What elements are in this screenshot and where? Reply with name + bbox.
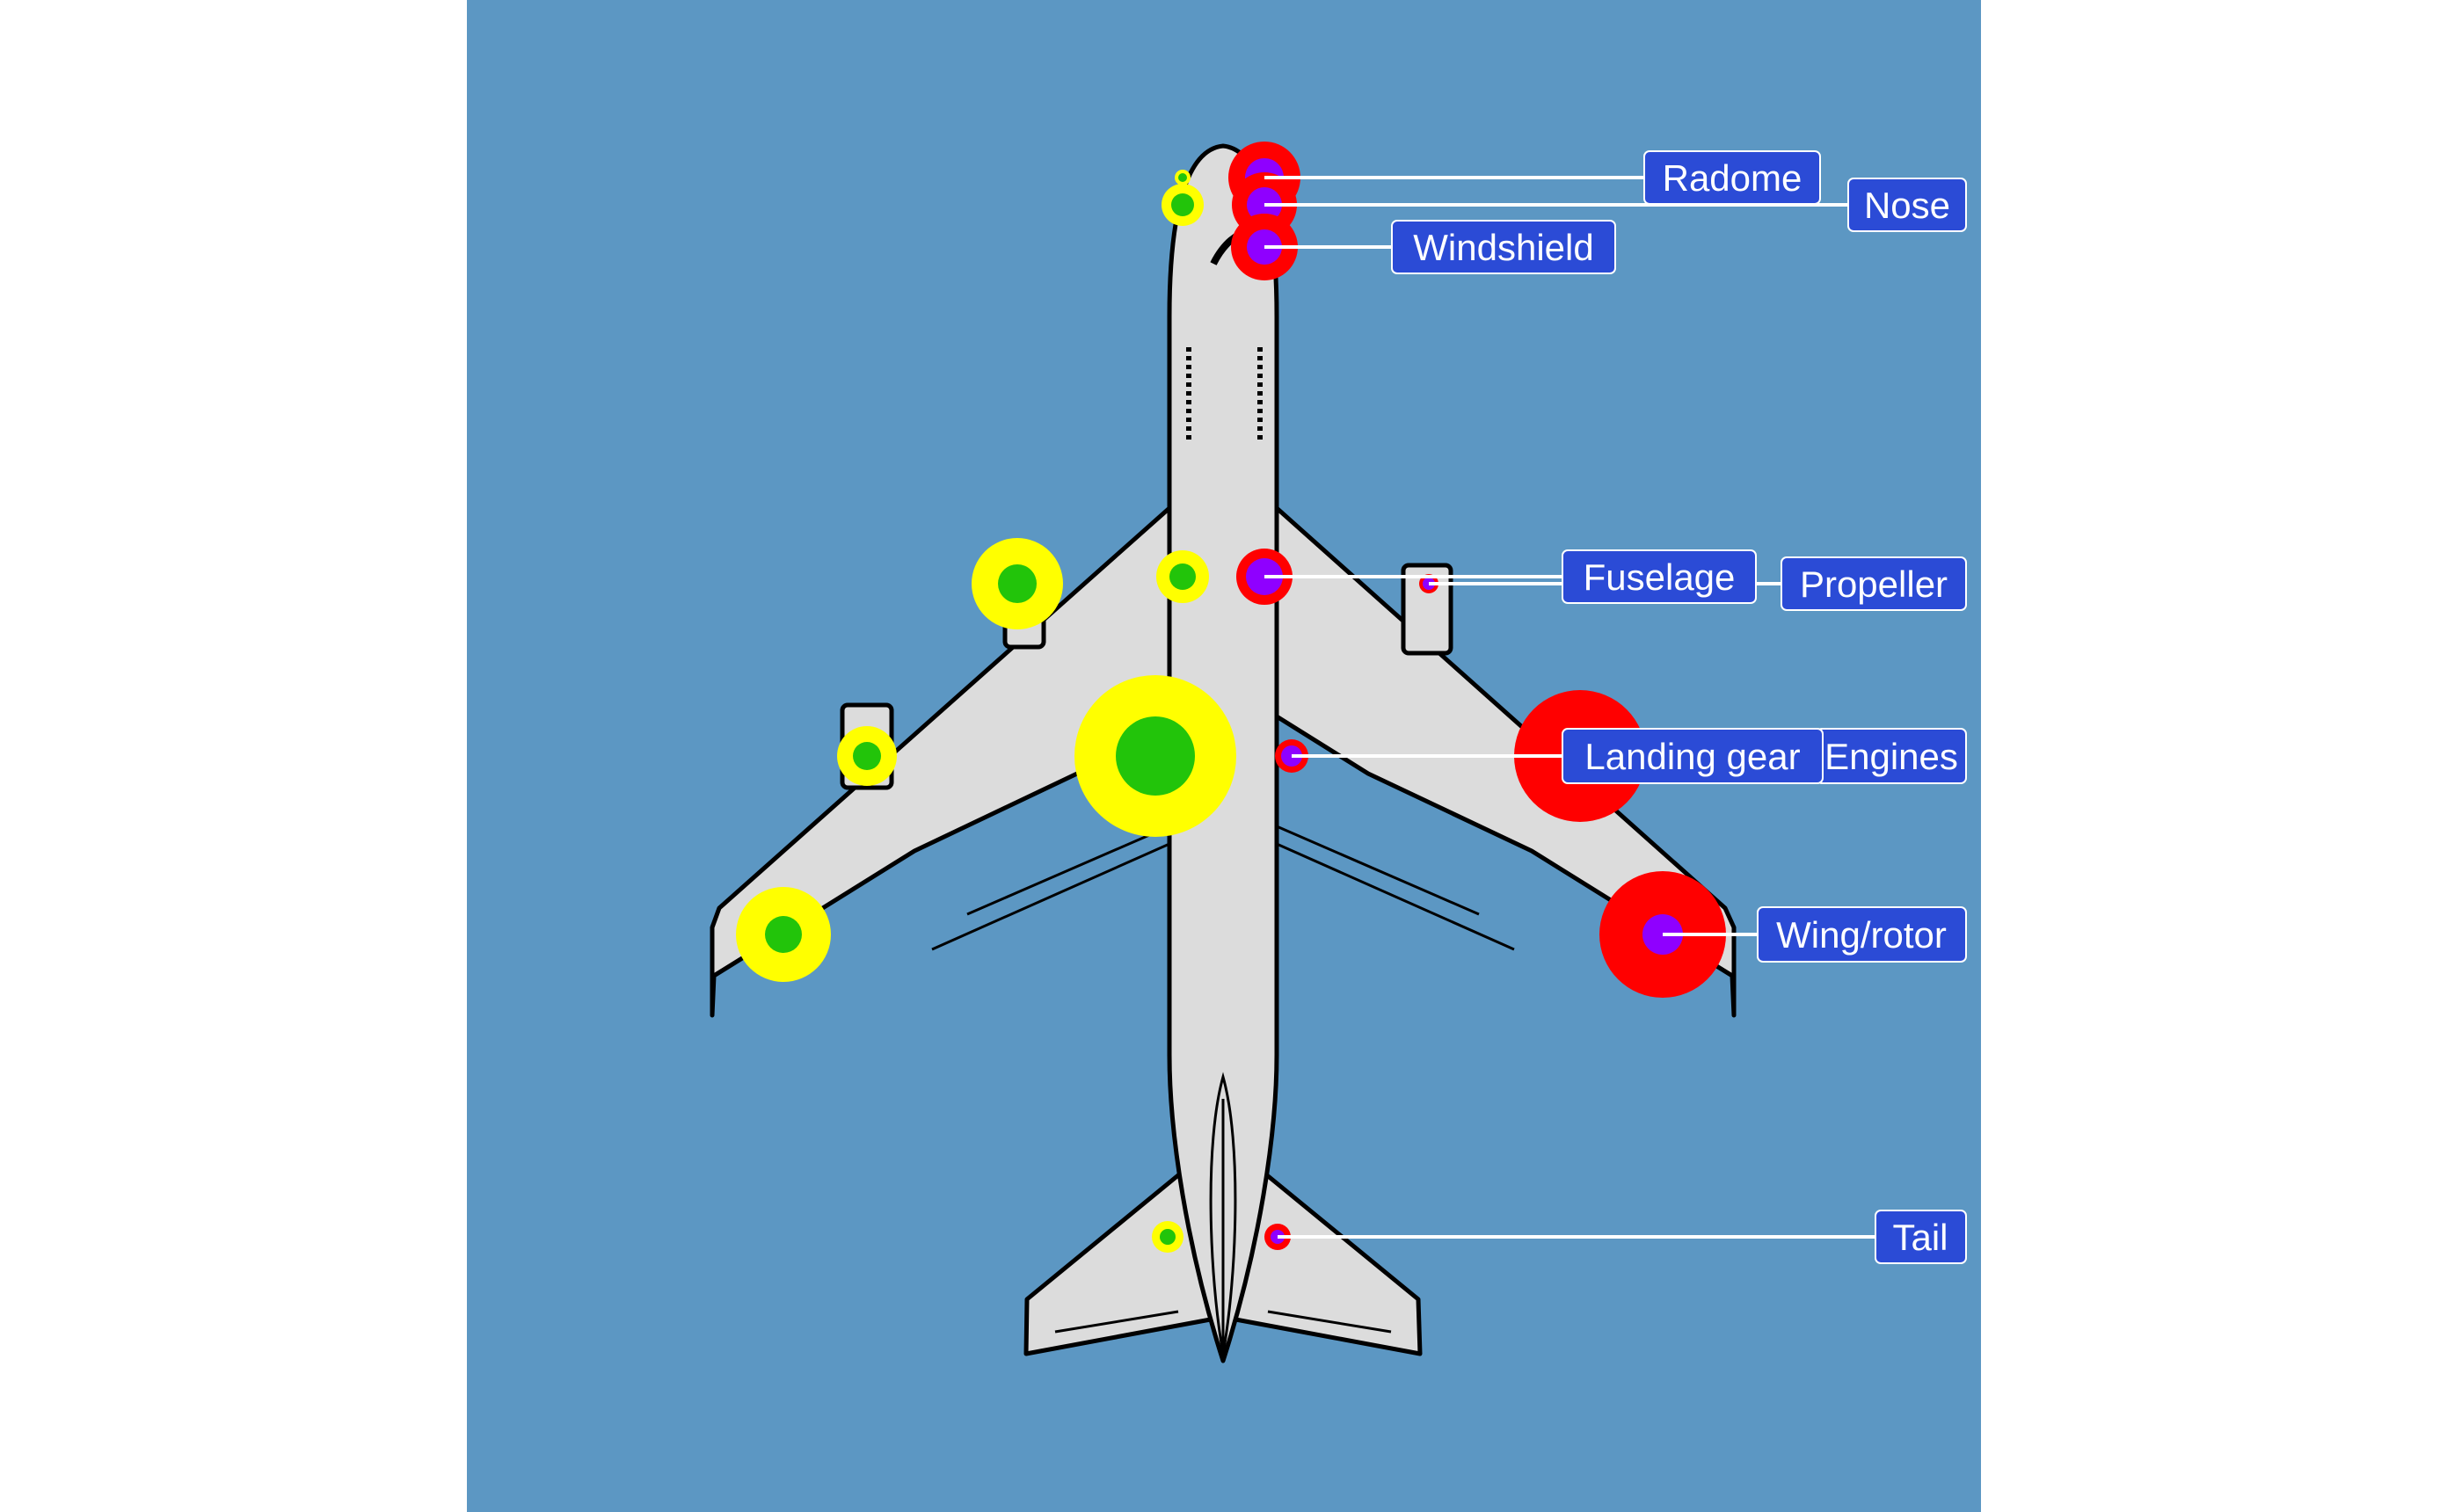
label-tail-text: Tail (1892, 1217, 1948, 1258)
label-wing-rotor-text: Wing/rotor (1776, 914, 1947, 956)
label-tail: Tail (1875, 1210, 1967, 1264)
strike-marker-wing-left (736, 887, 831, 982)
strike-marker-tail-left (1152, 1221, 1183, 1253)
label-wing-rotor: Wing/rotor (1757, 906, 1967, 963)
label-windshield: Windshield (1391, 220, 1616, 274)
label-landing-gear: Landing gear (1562, 728, 1824, 784)
label-fuselage: Fuselage (1562, 549, 1757, 604)
strike-marker-fuselage-left (1156, 550, 1209, 603)
label-engines-text: Engines (1824, 736, 1958, 777)
engine-inner-right (1401, 563, 1453, 656)
label-radome-text: Radome (1663, 157, 1802, 199)
label-engines: Engines (1816, 728, 1967, 784)
strike-marker-landing-gear-left (1074, 675, 1236, 837)
label-landing-gear-text: Landing gear (1584, 736, 1800, 777)
label-propeller: Propeller (1781, 556, 1967, 611)
label-nose: Nose (1847, 178, 1967, 232)
label-fuselage-text: Fuselage (1584, 556, 1736, 598)
strike-markers-left (736, 170, 1236, 1253)
label-radome: Radome (1643, 150, 1821, 205)
label-propeller-text: Propeller (1800, 563, 1948, 605)
strike-marker-propeller-left (972, 538, 1063, 629)
callout-labels: Engines Radome Nose Windshield Fuselage … (1391, 150, 1967, 1264)
strike-marker-radome-left (1175, 170, 1191, 185)
strike-marker-nose-left (1162, 184, 1204, 226)
label-windshield-text: Windshield (1413, 227, 1593, 268)
label-nose-text: Nose (1864, 185, 1950, 226)
aircraft-details (711, 227, 1735, 1355)
strike-marker-engines-left (837, 726, 897, 786)
